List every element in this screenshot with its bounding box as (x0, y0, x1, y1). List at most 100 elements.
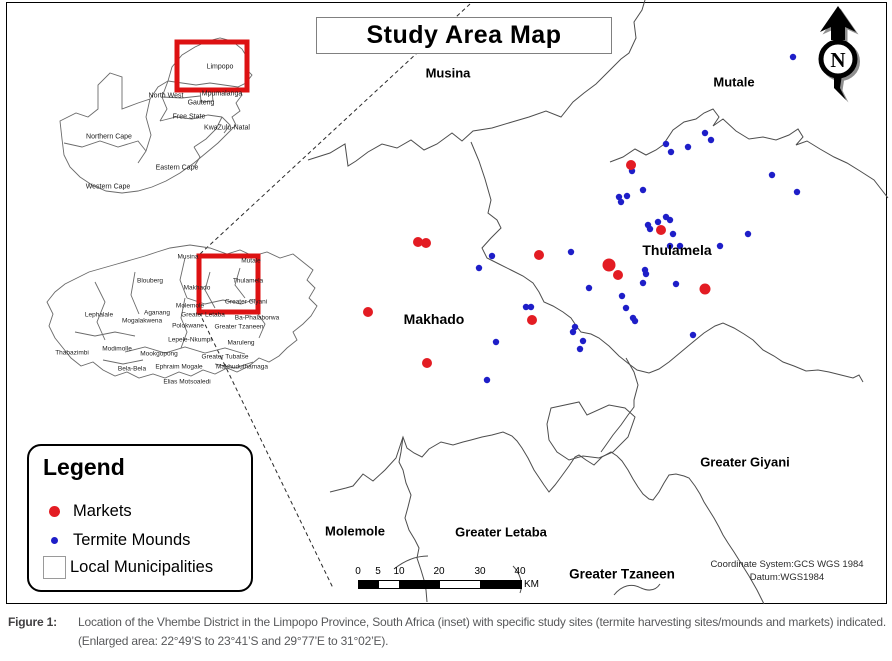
termite-mound-dot (793, 188, 801, 196)
legend-item-local-municipalities: Local Municipalities (43, 556, 213, 579)
termite-mound-dot (569, 328, 577, 336)
inset-limpopo-label-molemole: Molemole (175, 302, 205, 310)
inset-limpopo-label-thulamela: Thulamela (232, 277, 264, 285)
inset-sa-label-limpopo: Limpopo (206, 63, 234, 71)
inset-limpopo-label-ephraim-mogale: Ephraim Mogale (155, 363, 203, 371)
termite-mound-dot (622, 304, 630, 312)
termite-mound-dot (666, 216, 674, 224)
termite-mound-dot (571, 323, 579, 331)
termite-mound-dot (639, 279, 647, 287)
market-dot (602, 258, 616, 272)
termite-mound-dot (579, 337, 587, 345)
map-label-musina: Musina (425, 65, 471, 81)
inset-limpopo-outline (46, 244, 318, 379)
inset-limpopo-label-bela-bela: Bela-Bela (117, 365, 147, 373)
inset-sa-label-free-state: Free State (172, 113, 206, 121)
limpopo-highlight-rect (174, 39, 250, 93)
legend-item-termite-mounds: Termite Mounds (43, 531, 190, 550)
inset-sa-label-north-west: North West (148, 92, 184, 100)
north-arrow-letter: N (830, 48, 845, 72)
inset-limpopo-label-greater-giyani: Greater Giyani (224, 298, 268, 306)
inset-sa-label-gauteng: Gauteng (187, 99, 215, 107)
termite-mound-dot (666, 242, 674, 250)
inset-limpopo-label-aganang: Aganang (143, 309, 171, 317)
termite-mound-dot (483, 376, 491, 384)
map-label-thulamela: Thulamela (642, 242, 712, 258)
inset-limpopo-label-musina: Musina (177, 253, 199, 261)
legend-label-markets: Markets (73, 502, 132, 520)
map-label-makhado: Makhado (403, 311, 465, 327)
scale-tick-20: 20 (433, 566, 445, 577)
termite-mound-dot (639, 186, 647, 194)
inset-limpopo-label-thabazimbi: Thabazimbi (55, 349, 89, 357)
legend-label-termite-mounds: Termite Mounds (73, 531, 191, 549)
legend-box: Legend Markets Termite Mounds Local Muni… (27, 444, 253, 592)
termite-mound-dot (676, 242, 684, 250)
inset-limpopo-label-blouberg: Blouberg (136, 277, 164, 285)
market-dot (534, 250, 544, 260)
termite-mound-dot (654, 218, 662, 226)
scale-bar: 0 5 10 20 30 40 KM (352, 566, 552, 592)
municipality-outline-box-icon (43, 556, 66, 579)
datum-text: Datum:WGS1984 (749, 572, 825, 583)
termite-mound-dot (475, 264, 483, 272)
termite-mound-dot (662, 140, 670, 148)
termite-mound-dot (576, 345, 584, 353)
termite-mound-dot (646, 225, 654, 233)
scale-tick-10: 10 (393, 566, 405, 577)
termite-mound-dot (488, 252, 496, 260)
termite-mound-dot (623, 192, 631, 200)
figure-caption-label: Figure 1: (8, 615, 57, 629)
termite-mound-dot (615, 193, 623, 201)
figure-caption-text: Location of the Vhembe District in the L… (78, 615, 886, 648)
termite-mound-dot (618, 292, 626, 300)
termite-mound-dot (789, 53, 797, 61)
north-arrow-icon: N (818, 6, 860, 103)
termite-mound-dot (744, 230, 752, 238)
scale-tick-5: 5 (375, 566, 381, 577)
termite-mound-dot (585, 284, 593, 292)
termite-mound-dot (567, 248, 575, 256)
inset-limpopo-label-greater-letaba: Greater Letaba (181, 311, 225, 319)
inset-limpopo-label-ba-phalaborwa: Ba-Phalaborwa (234, 314, 280, 322)
market-dot (421, 238, 431, 248)
inset-sa-label-eastern-cape: Eastern Cape (155, 164, 199, 172)
termite-mound-dot (522, 303, 530, 311)
market-dot (422, 358, 432, 368)
legend-item-markets: Markets (43, 502, 132, 521)
termite-mound-dot (768, 171, 776, 179)
inset-sa-label-mpumalanga: Mpumalanga (201, 90, 243, 98)
scale-bar-segments (358, 580, 522, 589)
inset-limpopo-label-modimolle: Modimolle (102, 345, 132, 353)
inset-limpopo-label-polokwane: Polokwane (172, 322, 204, 330)
map-label-molemole: Molemole (325, 523, 385, 539)
inset-limpopo-label-mookgopong: Mookgopong (140, 350, 178, 358)
figure-caption: Figure 1: Location of the Vhembe Distric… (0, 613, 892, 650)
inset-sa-label-western-cape: Western Cape (85, 183, 131, 191)
map-label-mutale: Mutale (713, 74, 755, 90)
vhembe-highlight-rect (196, 253, 261, 315)
inset-limpopo-label-makhuduthamaga: Makhuduthamaga (215, 363, 269, 371)
study-site-points (363, 53, 801, 384)
termite-mound-dot (492, 338, 500, 346)
inset-limpopo-label-elias-motsoaledi: Elias Motsoaledi (163, 378, 211, 386)
termite-mound-dot (527, 303, 535, 311)
market-dot (656, 225, 666, 235)
map-canvas: N (46, 0, 889, 605)
scale-tick-40: 40 (514, 566, 526, 577)
market-dot (699, 283, 711, 295)
zoom-connector-lines (198, 3, 471, 589)
coordinate-system-text: Coordinate System:GCS WGS 1984 (710, 559, 864, 570)
inset-limpopo-label-greater-tzaneen: Greater Tzaneen (214, 323, 264, 331)
map-label-greater-giyani: Greater Giyani (700, 454, 790, 470)
termite-mound-dot (667, 148, 675, 156)
inset-sa-label-northern-cape: Northern Cape (86, 133, 132, 141)
legend-label-local-municipalities: Local Municipalities (70, 558, 214, 576)
market-dot (413, 237, 423, 247)
market-dot (363, 307, 373, 317)
termite-mound-dot (642, 270, 650, 278)
inset-limpopo-label-lephalale: Lephalale (84, 311, 114, 319)
market-dot (626, 160, 636, 170)
inset-sa-label-kwazulu-natal: KwaZulu-Natal (204, 124, 250, 132)
